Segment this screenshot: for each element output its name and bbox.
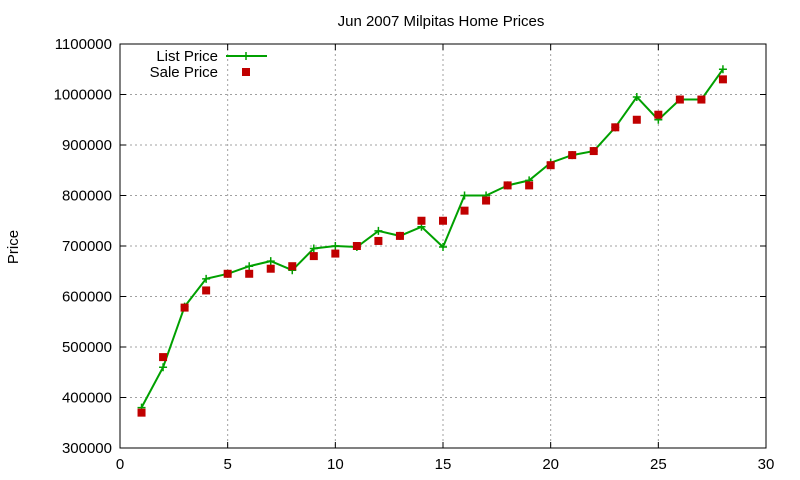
y-tick-label: 400000 <box>62 390 112 407</box>
sale-price-point <box>503 181 512 190</box>
legend-swatch-cross <box>242 52 250 60</box>
sale-price-point <box>482 196 491 205</box>
legend-label: List Price <box>156 48 218 65</box>
sale-price-point <box>525 181 534 190</box>
sale-price-point <box>309 252 318 261</box>
list-price-point <box>718 65 727 74</box>
y-tick-label: 800000 <box>62 188 112 205</box>
sale-price-point <box>202 286 211 295</box>
legend-label: Sale Price <box>150 64 218 81</box>
sale-price-point <box>245 269 254 278</box>
sale-price-point <box>417 216 426 225</box>
list-price-point <box>159 363 168 372</box>
y-tick-label: 1100000 <box>55 36 112 53</box>
list-price-point <box>331 242 340 250</box>
sale-price-point <box>374 236 383 245</box>
sale-price-point <box>266 264 275 273</box>
x-tick-label: 25 <box>650 456 667 473</box>
list-price-point <box>439 243 447 252</box>
sale-price-point <box>546 161 555 170</box>
sale-price-point <box>654 110 663 119</box>
list-price-point <box>266 257 275 266</box>
list-price-line <box>140 68 724 409</box>
sale-price-point <box>675 95 684 104</box>
sale-price-point <box>352 242 361 250</box>
list-price-point <box>460 191 469 200</box>
x-tick-label: 30 <box>758 456 775 473</box>
y-axis-ticks: 300000 400000 500000 600000 700000 800000 9000… <box>54 36 766 457</box>
sale-price-point <box>568 151 577 160</box>
sale-price-point <box>439 216 447 225</box>
y-tick-label: 300000 <box>62 440 112 457</box>
x-tick-label: 20 <box>542 456 559 473</box>
y-tick-label: 1000000 <box>54 87 112 104</box>
y-axis-label: Price <box>5 230 22 264</box>
list-price-point <box>632 93 641 102</box>
plot-frame <box>119 43 767 449</box>
sale-price-point <box>395 231 404 240</box>
x-tick-label: 10 <box>327 456 344 473</box>
x-tick-label: 5 <box>223 456 231 473</box>
sale-price-point <box>611 123 620 132</box>
sale-price-point <box>589 147 598 156</box>
x-tick-label: 0 <box>116 456 124 473</box>
legend-swatch-square <box>242 68 250 76</box>
sale-price-point <box>180 303 189 312</box>
sale-price-point <box>223 269 232 278</box>
list-price-point <box>309 244 318 253</box>
y-tick-label: 700000 <box>62 238 112 255</box>
x-axis-ticks: 0 5 10 15 20 25 30 <box>116 44 775 473</box>
y-tick-label: 900000 <box>62 137 112 154</box>
sale-price-point <box>288 262 297 271</box>
series-2 <box>137 75 727 417</box>
chart-title: Jun 2007 Milpitas Home Prices <box>338 13 545 30</box>
x-tick-label: 15 <box>435 456 452 473</box>
y-tick-label: 500000 <box>62 339 112 356</box>
series-group <box>137 65 727 417</box>
sale-price-point <box>460 206 469 215</box>
sale-price-point <box>137 408 146 417</box>
list-price-point <box>202 274 211 283</box>
sale-price-point <box>697 95 706 104</box>
sale-price-point <box>159 353 168 362</box>
sale-price-point <box>331 249 340 258</box>
y-tick-label: 600000 <box>62 289 112 306</box>
list-price-point <box>374 226 383 235</box>
sale-price-point <box>718 75 727 84</box>
list-price-point <box>245 262 254 271</box>
sale-price-point <box>632 115 641 124</box>
